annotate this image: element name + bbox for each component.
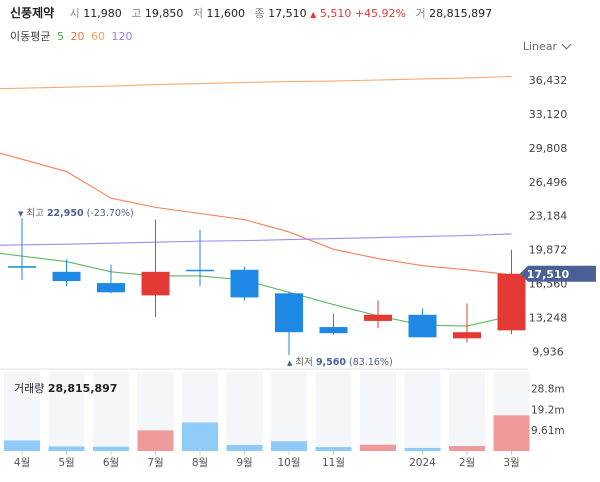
candle-body — [186, 269, 214, 272]
volume-bar — [271, 441, 307, 451]
x-tick-label: 9월 — [236, 457, 252, 469]
volume-bar — [226, 444, 263, 451]
scale-label: Linear — [522, 40, 557, 53]
volume-bg — [48, 372, 85, 451]
open-value: 11,980 — [83, 7, 122, 20]
volume-bar — [182, 422, 218, 451]
volume-bg — [93, 372, 129, 451]
volume-value: 28,815,897 — [429, 7, 493, 20]
y-tick-label: 23,184 — [529, 210, 568, 223]
low-value: 11,600 — [206, 7, 246, 20]
candle-body — [408, 314, 437, 338]
min-price-annotation: ▲ 최저 9,560 (83.16%) — [287, 357, 393, 368]
volume-title-label: 거래량 — [14, 382, 45, 395]
ma-60[interactable]: 60 — [90, 30, 105, 43]
stock-name: 신풍제약 — [10, 6, 55, 20]
volume-bar — [404, 447, 441, 451]
volume-bar — [493, 415, 530, 451]
volume-bg — [4, 372, 40, 451]
candle-body — [230, 269, 259, 298]
ma-line-120 — [0, 233, 512, 246]
y-tick-label: 26,496 — [529, 176, 568, 189]
volume-total: 28,815,897 — [47, 382, 118, 395]
max-price-annotation: ▼ 최고 22,950 (-23.70%) — [18, 208, 134, 219]
candle-body — [8, 266, 36, 268]
volume-bg — [360, 372, 396, 451]
ma-120[interactable]: 120 — [111, 30, 133, 43]
ma-20[interactable]: 20 — [70, 30, 85, 43]
moving-average-legend: 이동평균 5 20 60 120 — [10, 28, 135, 44]
current-price-badge — [520, 265, 596, 282]
volume-tick-label: 9.61m — [531, 425, 565, 437]
current-price-label: 17,510 — [527, 268, 570, 281]
volume-bar — [48, 446, 85, 451]
x-tick-label: 6월 — [103, 457, 119, 469]
volume-bar — [137, 430, 174, 451]
volume-tick-label: 28.8m — [531, 384, 565, 396]
low-label: 저 — [192, 7, 204, 20]
x-tick-label: 2월 — [459, 457, 475, 469]
y-tick-label: 36,432 — [529, 74, 568, 87]
volume-title: 거래량 28,815,897 — [14, 380, 117, 396]
stock-header: 신풍제약 시 11,980 고 19,850 저 11,600 종 17,510… — [10, 4, 492, 21]
candle-body — [453, 332, 481, 339]
ma-line-20 — [0, 152, 512, 276]
ma-5[interactable]: 5 — [56, 30, 64, 43]
y-tick-label: 9,936 — [532, 345, 564, 358]
candle-body — [319, 327, 348, 334]
candle-body — [497, 273, 526, 331]
candle-body — [52, 271, 81, 282]
volume-bar — [315, 447, 352, 451]
x-tick-label: 8월 — [192, 457, 208, 469]
open-label: 시 — [69, 7, 80, 20]
x-tick-label: 11월 — [322, 457, 345, 469]
candle-body — [275, 293, 303, 333]
volume-tick-label: 19.2m — [531, 404, 565, 416]
volume-bar — [360, 444, 396, 451]
change-percent: +45.92% — [354, 7, 406, 20]
volume-bg — [315, 372, 352, 451]
x-tick-label: 5월 — [58, 457, 74, 469]
x-tick-label: 2024 — [409, 457, 436, 469]
high-value: 19,850 — [144, 7, 184, 20]
high-label: 고 — [131, 7, 142, 20]
volume-label: 거 — [415, 7, 426, 20]
volume-bg — [271, 372, 307, 451]
candle-body — [364, 314, 392, 321]
ma-line-60 — [0, 75, 512, 90]
y-tick-label: 33,120 — [529, 108, 568, 121]
change-up-icon: ▲ — [310, 10, 317, 19]
y-tick-label: 13,248 — [529, 311, 568, 324]
candle-body — [141, 271, 170, 296]
x-tick-label: 7월 — [147, 457, 163, 469]
change-value: 5,510 — [319, 7, 352, 20]
scale-dropdown[interactable]: Linear — [522, 39, 572, 53]
x-tick-label: 10월 — [277, 457, 300, 469]
volume-bar — [4, 440, 40, 451]
x-tick-label: 4월 — [14, 457, 30, 469]
y-tick-label: 19,872 — [529, 244, 568, 257]
close-label: 종 — [254, 7, 265, 20]
y-tick-label: 29,808 — [529, 142, 568, 155]
volume-bar — [93, 446, 129, 451]
volume-bg — [404, 372, 441, 451]
volume-bg — [449, 372, 485, 451]
candle-body — [97, 283, 125, 293]
volume-bg — [226, 372, 263, 451]
close-value: 17,510 — [268, 7, 307, 20]
ma-legend-label: 이동평균 — [10, 30, 51, 43]
volume-bar — [449, 446, 485, 451]
x-tick-label: 3월 — [503, 457, 519, 469]
